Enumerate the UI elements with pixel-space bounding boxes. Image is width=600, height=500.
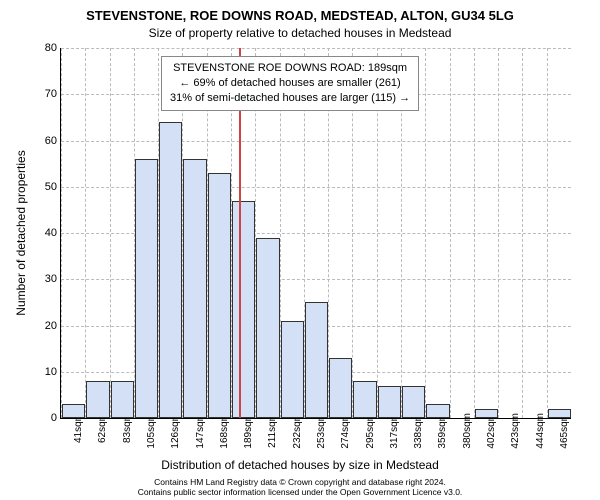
y-tick: 60	[31, 135, 57, 147]
histogram-bar	[183, 159, 206, 418]
x-tick: 147sqm	[195, 413, 206, 449]
gridline-v	[110, 48, 111, 418]
x-tick: 295sqm	[365, 413, 376, 449]
y-tick: 50	[31, 181, 57, 193]
histogram-bar	[402, 386, 425, 418]
histogram-bar	[426, 404, 449, 418]
gridline-v	[498, 48, 499, 418]
y-tick: 20	[31, 320, 57, 332]
x-axis-label: Distribution of detached houses by size …	[0, 458, 600, 472]
x-tick: 402sqm	[486, 413, 497, 449]
histogram-bar	[353, 381, 376, 418]
y-tick: 0	[31, 412, 57, 424]
x-tick: 444sqm	[535, 413, 546, 449]
histogram-bar	[208, 173, 231, 418]
x-tick: 359sqm	[437, 413, 448, 449]
x-tick: 253sqm	[316, 413, 327, 449]
y-tick: 80	[31, 42, 57, 54]
histogram-bar	[281, 321, 304, 418]
x-tick: 126sqm	[170, 413, 181, 449]
histogram-bar	[378, 386, 401, 418]
annotation-line-1: STEVENSTONE ROE DOWNS ROAD: 189sqm	[173, 62, 407, 74]
x-tick: 465sqm	[559, 413, 570, 449]
histogram-bar	[256, 238, 279, 418]
x-tick: 232sqm	[292, 413, 303, 449]
chart-container: STEVENSTONE, ROE DOWNS ROAD, MEDSTEAD, A…	[0, 0, 600, 500]
histogram-bar	[475, 409, 498, 418]
gridline-h	[61, 48, 571, 49]
footer-note: Contains HM Land Registry data © Crown c…	[0, 477, 600, 497]
histogram-bar	[232, 201, 255, 418]
gridline-h	[61, 141, 571, 142]
y-tick: 70	[31, 88, 57, 100]
x-tick: 423sqm	[510, 413, 521, 449]
x-tick: 338sqm	[413, 413, 424, 449]
chart-title: STEVENSTONE, ROE DOWNS ROAD, MEDSTEAD, A…	[0, 8, 600, 23]
x-tick: 168sqm	[219, 413, 230, 449]
histogram-bar	[111, 381, 134, 418]
gridline-v	[450, 48, 451, 418]
x-tick: 380sqm	[462, 413, 473, 449]
histogram-bar	[86, 381, 109, 418]
annotation-box: STEVENSTONE ROE DOWNS ROAD: 189sqm ← 69% …	[161, 56, 419, 111]
x-tick: 317sqm	[389, 413, 400, 449]
y-tick: 40	[31, 227, 57, 239]
x-tick: 105sqm	[146, 413, 157, 449]
histogram-bar	[329, 358, 352, 418]
gridline-v	[85, 48, 86, 418]
histogram-bar	[548, 409, 571, 418]
x-tick: 274sqm	[340, 413, 351, 449]
histogram-bar	[135, 159, 158, 418]
gridline-v	[61, 48, 62, 418]
chart-subtitle: Size of property relative to detached ho…	[0, 26, 600, 40]
gridline-v	[522, 48, 523, 418]
annotation-line-3: 31% of semi-detached houses are larger (…	[170, 92, 410, 104]
x-tick: 189sqm	[243, 413, 254, 449]
annotation-line-2: ← 69% of detached houses are smaller (26…	[179, 77, 400, 89]
y-axis-label: Number of detached properties	[14, 48, 28, 418]
histogram-bar	[62, 404, 85, 418]
y-tick: 10	[31, 366, 57, 378]
plot-area: 0102030405060708041sqm62sqm83sqm105sqm12…	[60, 48, 571, 419]
gridline-v	[474, 48, 475, 418]
footer-line-2: Contains public sector information licen…	[138, 487, 463, 497]
histogram-bar	[159, 122, 182, 418]
gridline-v	[547, 48, 548, 418]
x-tick: 211sqm	[267, 413, 278, 448]
y-tick: 30	[31, 273, 57, 285]
footer-line-1: Contains HM Land Registry data © Crown c…	[154, 477, 446, 487]
histogram-bar	[305, 302, 328, 418]
gridline-v	[425, 48, 426, 418]
